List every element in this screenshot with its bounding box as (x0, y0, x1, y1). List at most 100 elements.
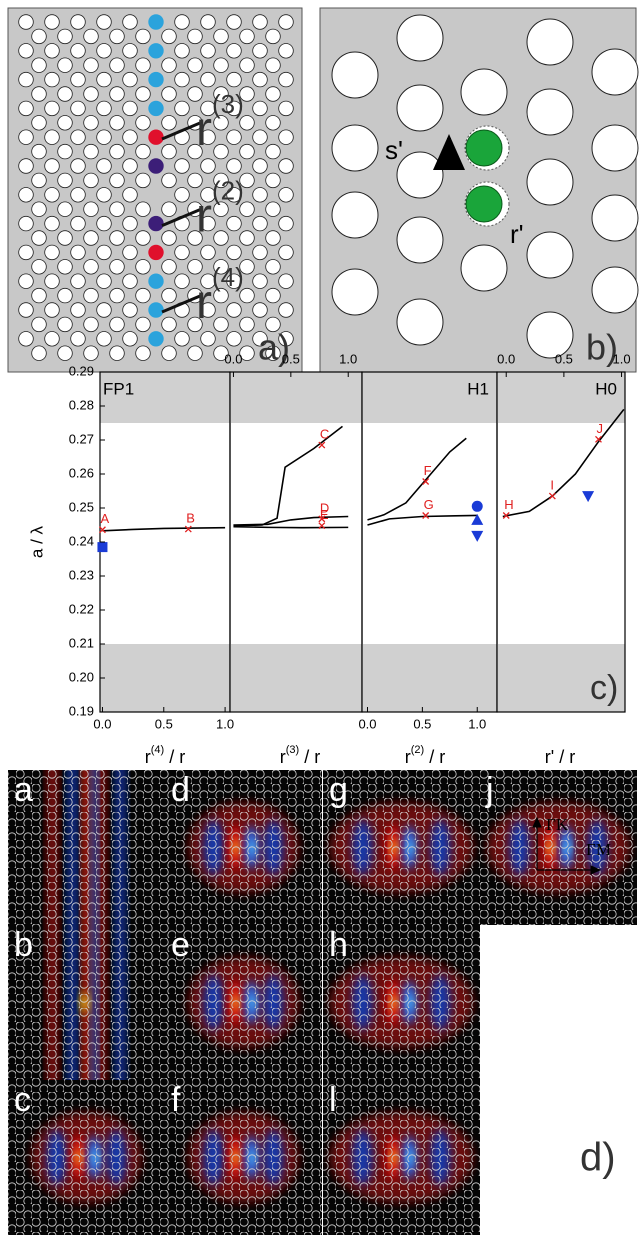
panel-label: a) (258, 327, 290, 368)
tile-label: j (485, 771, 494, 809)
hole (161, 259, 177, 275)
point-marker (502, 512, 510, 519)
defect-hole (465, 185, 503, 223)
hole (122, 100, 138, 117)
hole (213, 287, 229, 304)
hole (278, 43, 294, 59)
hole (135, 259, 151, 275)
x-axis-label: r(3) / r (280, 744, 320, 767)
hole (213, 230, 229, 246)
hole (57, 57, 73, 73)
hole (31, 143, 47, 160)
defect-label-base: r (196, 189, 212, 242)
hole (18, 43, 34, 59)
hole (591, 266, 639, 314)
hole (200, 302, 216, 318)
tile-label: l (329, 1081, 337, 1119)
hole (57, 287, 73, 304)
hole (396, 151, 444, 199)
hole (44, 187, 60, 203)
tile-label: e (171, 926, 190, 964)
point-marker (548, 492, 556, 500)
hole-overlay (165, 925, 322, 1080)
hole (226, 331, 242, 347)
hole (213, 201, 229, 217)
hole (135, 86, 151, 102)
hole (18, 129, 34, 145)
hole (213, 172, 229, 189)
field-tile (165, 925, 322, 1080)
hole (226, 158, 242, 174)
hole (18, 187, 34, 203)
hole (57, 86, 73, 102)
leader-line (161, 294, 201, 314)
hole (526, 158, 574, 206)
y-tick-label: 0.22 (69, 601, 94, 616)
hole (18, 215, 34, 232)
hole (44, 244, 60, 261)
hole (187, 57, 203, 73)
hole (122, 43, 138, 59)
hole (57, 316, 73, 333)
hole (331, 268, 379, 316)
defect-label-base: r (196, 103, 212, 156)
hole (31, 201, 47, 217)
defect-label: r(3) (196, 89, 244, 156)
shaded-band (362, 372, 497, 423)
hole (70, 187, 86, 203)
x-axis-label-part: r (405, 747, 411, 767)
hole (265, 172, 281, 189)
x-axis-label-sup: (2) (411, 744, 424, 756)
hole (278, 14, 294, 30)
hole (213, 86, 229, 102)
hole (70, 71, 86, 88)
shaded-band (230, 644, 362, 712)
x-axis-label: r(2) / r (405, 744, 445, 767)
hole (135, 57, 151, 73)
hole (278, 273, 294, 289)
hole (96, 244, 112, 261)
hole (57, 143, 73, 160)
hole (31, 28, 47, 45)
y-tick-label: 0.28 (69, 397, 94, 412)
hole (396, 298, 444, 346)
hole (57, 259, 73, 275)
hole (122, 71, 138, 88)
hole (265, 201, 281, 217)
hole (265, 57, 281, 73)
point-label: I (550, 478, 554, 493)
point-marker (318, 515, 326, 523)
hole (31, 287, 47, 304)
hole (213, 143, 229, 160)
hole (135, 115, 151, 131)
hole (109, 316, 125, 333)
hole (44, 14, 60, 30)
hole (200, 187, 216, 203)
hole (239, 287, 255, 304)
hole (526, 231, 574, 279)
point-label: G (424, 497, 434, 512)
axis-direction: ΓK (546, 815, 569, 834)
hole (44, 71, 60, 88)
hole (265, 316, 281, 333)
x-axis-label-part: / r (424, 747, 445, 767)
hole (213, 316, 229, 333)
hole (591, 124, 639, 172)
y-tick-label: 0.24 (69, 533, 94, 548)
point-label: A (100, 511, 109, 526)
hole (109, 115, 125, 131)
hole (174, 14, 190, 30)
field-tile (480, 770, 637, 925)
hole (213, 259, 229, 275)
hole (252, 302, 268, 318)
hole (57, 172, 73, 189)
hole-overlay (323, 1080, 480, 1235)
hole (187, 259, 203, 275)
hole-overlay (323, 770, 480, 925)
x-tick-label: 1.0 (216, 716, 234, 731)
hole (213, 345, 229, 361)
hole (161, 143, 177, 160)
hole (174, 43, 190, 59)
curve (233, 425, 343, 527)
hole (252, 273, 268, 289)
